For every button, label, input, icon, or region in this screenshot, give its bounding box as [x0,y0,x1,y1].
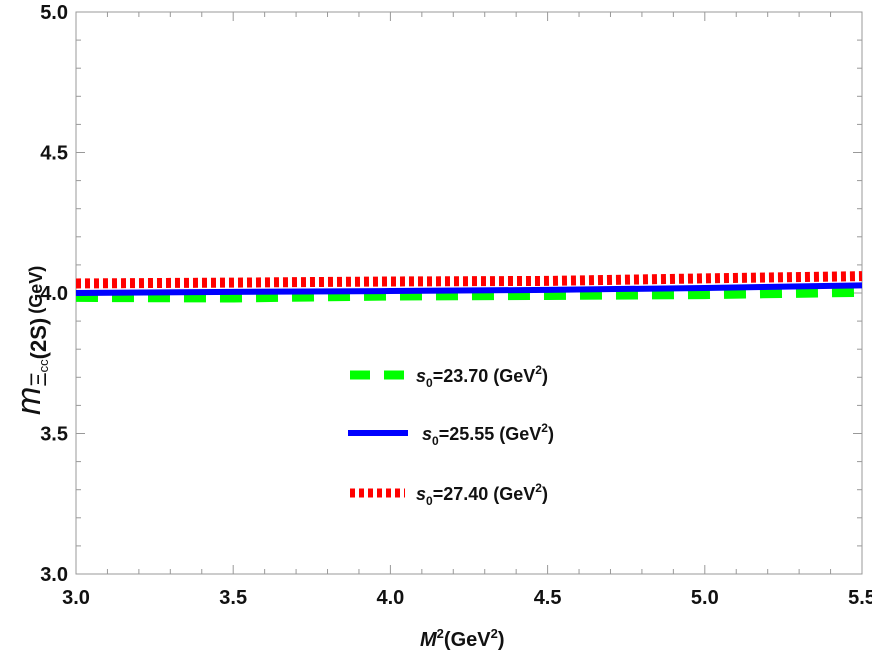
legend-entry-0: s0=23.70 (GeV2) [350,363,548,390]
legend-entry-1: s0=25.55 (GeV2) [348,421,554,448]
y-tick-labels: 3.0 3.5 4.0 4.5 5.0 [40,2,68,586]
svg-text:s0=27.40 (GeV2): s0=27.40 (GeV2) [416,481,548,508]
x-tick-labels: 3.0 3.5 4.0 4.5 5.0 5.5 [62,587,872,609]
y-tick-label: 5.0 [40,2,68,24]
x-tick-label: 5.5 [848,587,872,609]
x-tick-label: 5.0 [691,587,719,609]
legend: s0=23.70 (GeV2) s0=25.55 (GeV2) s0=27.40… [348,363,554,508]
y-tick-label: 3.5 [40,424,68,446]
svg-text:s0=23.70 (GeV2): s0=23.70 (GeV2) [416,363,548,390]
series-line-2 [75,271,863,289]
legend-entry-2: s0=27.40 (GeV2) [350,481,548,508]
series-line-1 [75,282,863,296]
y-tick-label: 3.0 [40,564,68,586]
x-tick-label: 4.5 [534,587,562,609]
x-tick-label: 3.5 [219,587,247,609]
series-line-0 [75,286,863,303]
x-tick-label: 4.0 [376,587,404,609]
series-lines [75,271,863,303]
y-axis-label: mΞcc(2S)(GeV) [10,266,51,415]
y-tick-label: 4.0 [40,283,68,305]
x-axis-label: M2(GeV2) [420,626,505,651]
svg-text:s0=25.55 (GeV2): s0=25.55 (GeV2) [422,421,554,448]
ticks [75,11,863,575]
x-tick-label: 3.0 [62,587,90,609]
y-tick-label: 4.5 [40,143,68,165]
